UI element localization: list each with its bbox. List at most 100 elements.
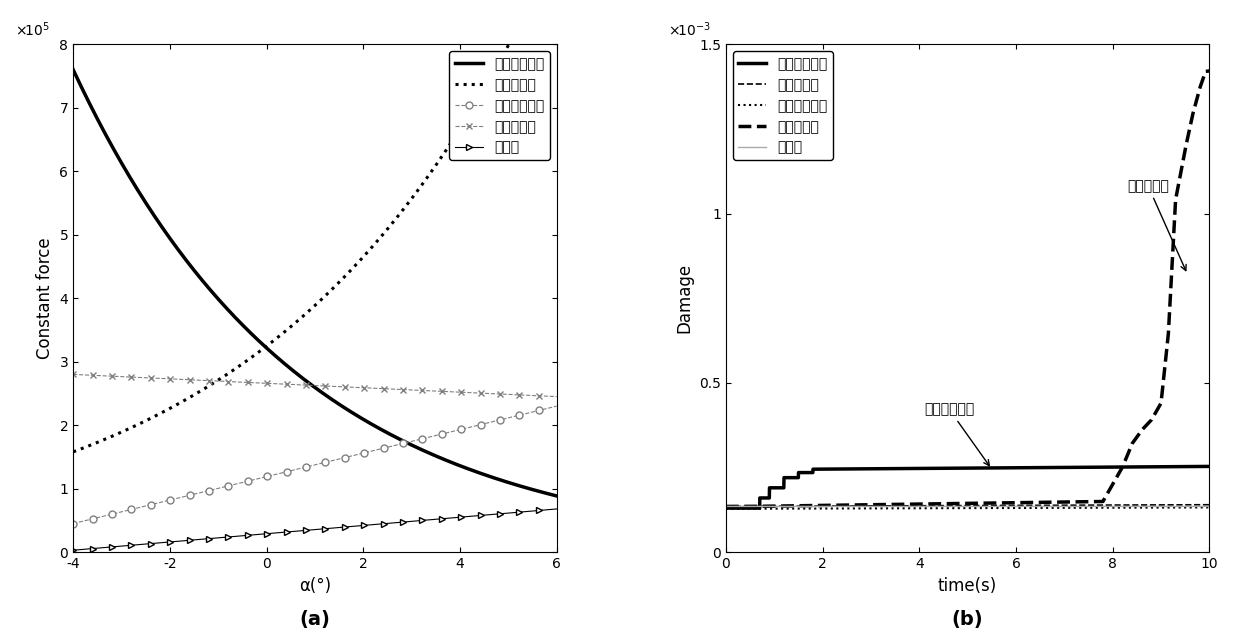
飞行器上表面 [719, 504, 733, 512]
Line: 前体下表面: 前体下表面 [73, 0, 556, 452]
控制面 [807, 503, 821, 510]
前体下表面 [1033, 501, 1048, 509]
前体下表面 [903, 502, 918, 510]
后体下表面 [549, 393, 564, 401]
前体下表面 [1202, 501, 1217, 508]
飞行器上表面 [504, 480, 519, 487]
前体下表面 [352, 257, 367, 265]
发动机下表面 [1033, 504, 1048, 512]
后体下表面 [473, 389, 488, 397]
发动机下表面 [66, 520, 81, 528]
后体下表面 [353, 384, 368, 392]
后体下表面 [362, 384, 377, 392]
Text: $\times\!10^5$: $\times\!10^5$ [15, 21, 50, 39]
发动机下表面 [719, 505, 733, 513]
Line: 发动机下表面: 发动机下表面 [726, 507, 1209, 509]
前体下表面 [504, 36, 519, 44]
前体下表面 [67, 447, 82, 455]
飞行器上表面 [67, 69, 82, 77]
前体下表面 [353, 256, 368, 263]
后体下表面 [504, 391, 519, 399]
飞行器上表面 [1033, 464, 1048, 471]
Text: 前体下表面: 前体下表面 [1127, 179, 1186, 270]
发动机下表面 [473, 421, 488, 428]
飞行器上表面 [362, 419, 377, 426]
后体下表面 [67, 370, 82, 378]
前体下表面 [66, 448, 81, 456]
前体下表面 [1009, 501, 1023, 509]
前体下表面 [719, 503, 733, 510]
飞行器上表面 [1009, 464, 1023, 472]
Line: 后体下表面: 后体下表面 [726, 71, 1209, 507]
发动机下表面 [353, 450, 368, 458]
后体下表面 [66, 370, 81, 378]
控制面 [353, 522, 368, 530]
Y-axis label: Constant force: Constant force [36, 238, 55, 359]
Legend: 飞行器上表面, 前体下表面, 发动机下表面, 后体下表面, 控制面: 飞行器上表面, 前体下表面, 发动机下表面, 后体下表面, 控制面 [732, 51, 833, 160]
控制面 [1009, 503, 1023, 510]
发动机下表面 [549, 403, 564, 410]
Line: 飞行器上表面: 飞行器上表面 [726, 466, 1209, 508]
前体下表面 [362, 247, 377, 254]
后体下表面 [1033, 498, 1048, 506]
飞行器上表面 [473, 469, 488, 477]
发动机下表面 [903, 505, 918, 512]
飞行器上表面 [903, 465, 918, 473]
控制面 [473, 512, 488, 519]
后体下表面 [903, 500, 918, 508]
发动机下表面 [352, 450, 367, 458]
发动机下表面 [807, 505, 821, 512]
控制面 [719, 503, 733, 510]
Text: $\times\!10^{-3}$: $\times\!10^{-3}$ [668, 21, 710, 39]
控制面 [1116, 503, 1131, 510]
前体下表面 [1079, 501, 1094, 509]
控制面 [903, 503, 918, 510]
前体下表面 [473, 91, 488, 99]
发动机下表面 [1009, 504, 1023, 512]
Line: 发动机下表面: 发动机下表面 [69, 403, 560, 527]
后体下表面 [1079, 498, 1094, 505]
后体下表面 [1202, 67, 1217, 74]
飞行器上表面 [352, 413, 367, 421]
发动机下表面 [504, 413, 519, 421]
发动机下表面 [1202, 503, 1217, 511]
控制面 [504, 509, 519, 517]
飞行器上表面 [807, 465, 821, 473]
Text: (b): (b) [952, 610, 984, 629]
X-axis label: time(s): time(s) [938, 577, 997, 594]
后体下表面 [807, 501, 821, 509]
飞行器上表面 [66, 66, 81, 74]
控制面 [66, 546, 81, 554]
控制面 [1033, 503, 1048, 510]
发动机下表面 [1079, 504, 1094, 512]
控制面 [1079, 503, 1094, 510]
飞行器上表面 [549, 492, 564, 499]
发动机下表面 [1116, 504, 1131, 512]
后体下表面 [719, 503, 733, 510]
控制面 [1202, 503, 1217, 510]
后体下表面 [1116, 461, 1131, 469]
飞行器上表面 [1116, 463, 1131, 471]
Legend: 飞行器上表面, 前体下表面, 发动机下表面, 后体下表面, 控制面: 飞行器上表面, 前体下表面, 发动机下表面, 后体下表面, 控制面 [450, 51, 550, 160]
前体下表面 [807, 502, 821, 510]
后体下表面 [1009, 499, 1023, 507]
Y-axis label: Damage: Damage [675, 263, 694, 333]
前体下表面 [1116, 501, 1131, 509]
发动机下表面 [67, 519, 82, 527]
飞行器上表面 [353, 414, 368, 422]
控制面 [362, 521, 377, 529]
X-axis label: α(°): α(°) [299, 577, 331, 594]
飞行器上表面 [1079, 464, 1094, 471]
飞行器上表面 [1202, 462, 1217, 470]
控制面 [67, 546, 82, 554]
Line: 前体下表面: 前体下表面 [726, 505, 1209, 507]
Text: 飞行器上表面: 飞行器上表面 [924, 403, 989, 465]
控制面 [352, 522, 367, 530]
控制面 [549, 505, 564, 513]
后体下表面 [352, 384, 367, 392]
Line: 飞行器上表面: 飞行器上表面 [73, 70, 556, 496]
发动机下表面 [362, 448, 377, 456]
Text: (a): (a) [300, 610, 331, 629]
Line: 控制面: 控制面 [71, 506, 560, 553]
Line: 后体下表面: 后体下表面 [69, 371, 560, 400]
